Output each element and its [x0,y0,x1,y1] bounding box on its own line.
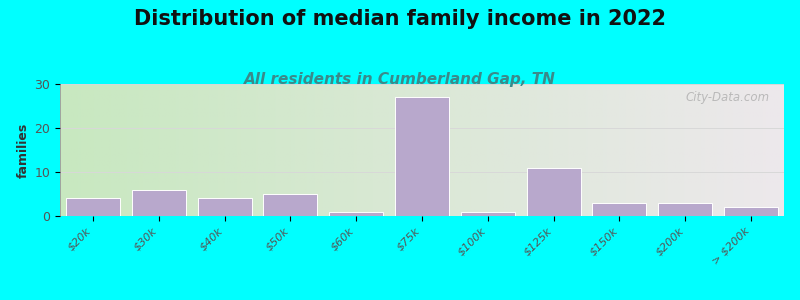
Text: All residents in Cumberland Gap, TN: All residents in Cumberland Gap, TN [244,72,556,87]
Bar [263,194,318,216]
Bar [593,203,646,216]
Bar [724,207,778,216]
Bar [395,97,449,216]
Bar [66,198,120,216]
Bar [658,203,712,216]
Text: City-Data.com: City-Data.com [686,91,770,103]
Bar [132,190,186,216]
Bar [198,198,251,216]
Bar [461,212,515,216]
Y-axis label: families: families [18,122,30,178]
Bar [526,168,581,216]
Text: Distribution of median family income in 2022: Distribution of median family income in … [134,9,666,29]
Bar [329,212,383,216]
